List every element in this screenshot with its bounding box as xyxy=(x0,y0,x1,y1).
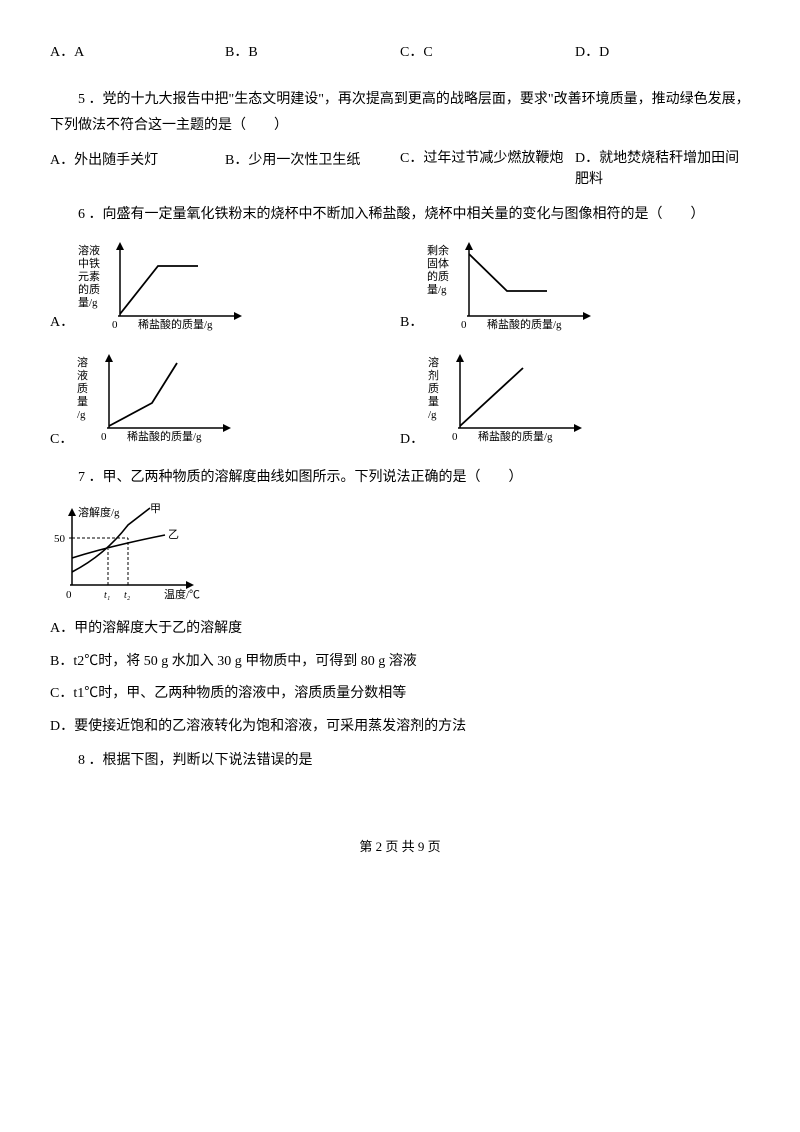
q6-graph-b-cell: B． 剩余 固体 的质 量/g 0 稀盐酸的质量/g xyxy=(400,236,750,336)
q7-options: A．甲的溶解度大于乙的溶解度 B．t2℃时，将 50 g 水加入 30 g 甲物… xyxy=(50,616,750,740)
svg-text:50: 50 xyxy=(54,533,66,545)
svg-text:/g: /g xyxy=(428,409,437,421)
q6-graph-c: 溶 液 质 量 /g 0 稀盐酸的质量/g xyxy=(77,348,247,453)
question-5: 5 ．党的十九大报告中把"生态文明建设"，再次提高到更高的战略层面，要求"改善环… xyxy=(50,87,750,190)
q7-text: 7 ．甲、乙两种物质的溶解度曲线如图所示。下列说法正确的是（ ） xyxy=(50,465,750,492)
question-6: 6 ．向盛有一定量氧化铁粉末的烧杯中不断加入稀盐酸，烧杯中相关量的变化与图像相符… xyxy=(50,202,750,454)
q7-opt-d: D．要使接近饱和的乙溶液转化为饱和溶液，可采用蒸发溶剂的方法 xyxy=(50,714,750,741)
q4-opt-a: A．A xyxy=(50,40,225,67)
q4-opt-d: D．D xyxy=(575,40,750,67)
q6-graph-b: 剩余 固体 的质 量/g 0 稀盐酸的质量/g xyxy=(427,236,607,336)
svg-text:元素: 元素 xyxy=(78,270,100,283)
svg-text:稀盐酸的质量/g: 稀盐酸的质量/g xyxy=(138,317,213,331)
question-7: 7 ．甲、乙两种物质的溶解度曲线如图所示。下列说法正确的是（ ） 溶解度/g 温… xyxy=(50,465,750,740)
svg-text:稀盐酸的质量/g: 稀盐酸的质量/g xyxy=(487,317,562,331)
svg-text:0: 0 xyxy=(101,431,107,443)
svg-text:剩余: 剩余 xyxy=(427,243,449,257)
svg-text:温度/℃: 温度/℃ xyxy=(164,587,200,601)
q6-graph-a-cell: A． 溶液 中铁 元素 的质 量/g 0 稀盐酸的质量/g xyxy=(50,236,400,336)
svg-text:质: 质 xyxy=(428,382,439,395)
svg-text:溶液: 溶液 xyxy=(78,243,100,257)
q7-opt-a: A．甲的溶解度大于乙的溶解度 xyxy=(50,616,750,643)
svg-text:溶: 溶 xyxy=(428,355,439,369)
svg-text:的质: 的质 xyxy=(78,282,100,296)
svg-text:的质: 的质 xyxy=(427,269,449,283)
svg-text:剂: 剂 xyxy=(428,368,439,382)
q5-opt-d: D．就地焚烧秸秆增加田间肥料 xyxy=(575,148,750,190)
q6-label-d: D． xyxy=(400,427,424,454)
svg-text:量: 量 xyxy=(428,395,439,408)
q6-graph-d: 溶 剂 质 量 /g 0 稀盐酸的质量/g xyxy=(428,348,598,453)
q5-opt-b: B．少用一次性卫生纸 xyxy=(225,148,400,190)
svg-text:稀盐酸的质量/g: 稀盐酸的质量/g xyxy=(478,429,553,443)
svg-text:t₂: t₂ xyxy=(124,590,131,601)
q6-text: 6 ．向盛有一定量氧化铁粉末的烧杯中不断加入稀盐酸，烧杯中相关量的变化与图像相符… xyxy=(50,202,750,229)
svg-text:0: 0 xyxy=(112,319,118,331)
svg-text:固体: 固体 xyxy=(427,256,449,270)
q7-opt-c: C．t1℃时，甲、乙两种物质的溶液中，溶质质量分数相等 xyxy=(50,681,750,708)
q6-graph-a: 溶液 中铁 元素 的质 量/g 0 稀盐酸的质量/g xyxy=(78,236,258,336)
svg-text:t₁: t₁ xyxy=(104,590,110,601)
svg-text:乙: 乙 xyxy=(168,528,179,541)
svg-text:质: 质 xyxy=(77,382,88,395)
question-8: 8 ．根据下图，判断以下说法错误的是 xyxy=(50,748,750,775)
svg-text:溶解度/g: 溶解度/g xyxy=(78,505,120,519)
svg-text:0: 0 xyxy=(66,589,72,601)
q4-opt-c: C．C xyxy=(400,40,575,67)
q6-graph-d-cell: D． 溶 剂 质 量 /g 0 稀盐酸的质量/g xyxy=(400,348,750,453)
q8-text: 8 ．根据下图，判断以下说法错误的是 xyxy=(50,748,750,775)
q4-options: A．A B．B C．C D．D xyxy=(50,40,750,67)
svg-text:0: 0 xyxy=(452,431,458,443)
svg-text:量: 量 xyxy=(77,395,88,408)
q4-opt-b: B．B xyxy=(225,40,400,67)
q7-solubility-graph: 溶解度/g 温度/℃ 50 t₁ t₂ 0 甲 乙 xyxy=(50,500,220,610)
svg-text:溶: 溶 xyxy=(77,355,88,369)
q5-opt-a: A．外出随手关灯 xyxy=(50,148,225,190)
q5-opt-c: C．过年过节减少燃放鞭炮 xyxy=(400,148,575,190)
q6-label-b: B． xyxy=(400,310,423,337)
q5-options: A．外出随手关灯 B．少用一次性卫生纸 C．过年过节减少燃放鞭炮 D．就地焚烧秸… xyxy=(50,148,750,190)
page-footer: 第 2 页 共 9 页 xyxy=(50,835,750,860)
svg-text:量/g: 量/g xyxy=(78,296,98,309)
svg-text:/g: /g xyxy=(77,409,86,421)
q6-label-c: C． xyxy=(50,427,73,454)
svg-text:中铁: 中铁 xyxy=(78,257,100,270)
svg-text:液: 液 xyxy=(77,368,88,382)
svg-text:甲: 甲 xyxy=(150,503,161,515)
q6-row-cd: C． 溶 液 质 量 /g 0 稀盐酸的质量/g D． xyxy=(50,348,750,453)
q6-row-ab: A． 溶液 中铁 元素 的质 量/g 0 稀盐酸的质量/g xyxy=(50,236,750,336)
q6-label-a: A． xyxy=(50,310,74,337)
q7-graph-wrap: 溶解度/g 温度/℃ 50 t₁ t₂ 0 甲 乙 xyxy=(50,500,750,610)
svg-text:量/g: 量/g xyxy=(427,283,447,296)
q7-opt-b: B．t2℃时，将 50 g 水加入 30 g 甲物质中，可得到 80 g 溶液 xyxy=(50,649,750,676)
svg-text:0: 0 xyxy=(461,319,467,331)
svg-text:稀盐酸的质量/g: 稀盐酸的质量/g xyxy=(127,429,202,443)
q6-graph-c-cell: C． 溶 液 质 量 /g 0 稀盐酸的质量/g xyxy=(50,348,400,453)
q5-text: 5 ．党的十九大报告中把"生态文明建设"，再次提高到更高的战略层面，要求"改善环… xyxy=(50,87,750,140)
